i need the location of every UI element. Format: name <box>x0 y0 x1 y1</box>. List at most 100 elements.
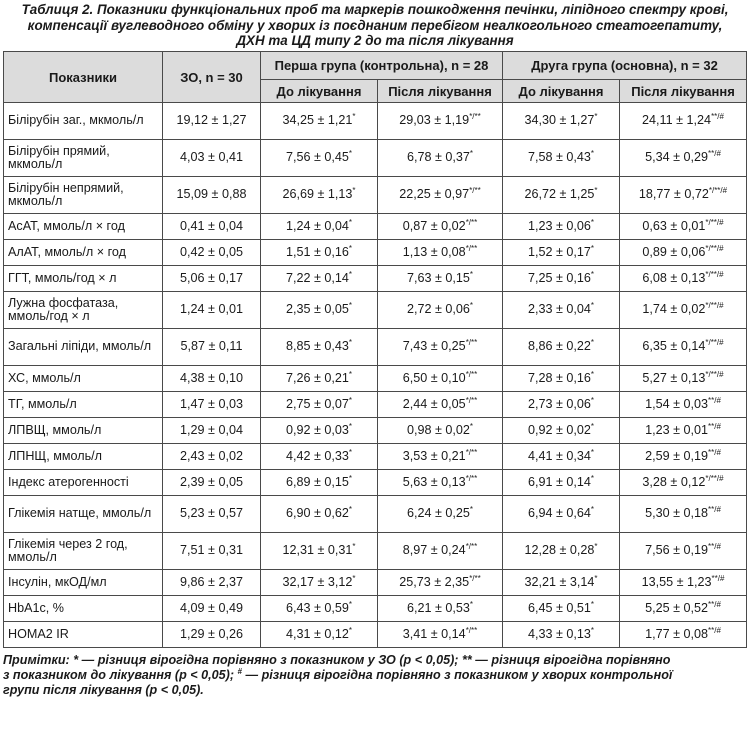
cell-g1-after: 8,97 ± 0,24*/** <box>376 532 504 570</box>
significance-marker: **/# <box>708 395 721 405</box>
table-row: ТГ, ммоль/л 1,47 ± 0,03 2,75 ± 0,07* 2,44 ±… <box>3 391 748 418</box>
significance-marker: * <box>348 369 353 379</box>
cell-g2-after: 1,77 ± 0,08**/# <box>619 621 748 648</box>
significance-marker: **/# <box>708 599 721 609</box>
significance-marker: * <box>348 269 353 279</box>
table-row: ГГТ, ммоль/год × л 5,06 ± 0,17 7,22 ± 0,14… <box>3 265 748 292</box>
cell-g1-before: 6,89 ± 0,15* <box>260 469 378 496</box>
table-row: ЛПНЩ, ммоль/л 2,43 ± 0,02 4,42 ± 0,33* 3,53… <box>3 443 748 470</box>
cell-value: 0,92 ± 0,02 <box>527 422 591 437</box>
table-row: ХС, ммоль/л 4,38 ± 0,10 7,26 ± 0,21* 6,50 ±… <box>3 365 748 392</box>
significance-marker: */**/# <box>705 369 724 379</box>
table-row: Загальні ліпіди, ммоль/л 5,87 ± 0,11 8,85 … <box>3 328 748 366</box>
row-indicator-name: ЛПНЩ, ммоль/л <box>3 443 163 470</box>
cell-zo: 2,43 ± 0,02 <box>162 443 261 470</box>
significance-marker: */** <box>469 186 481 196</box>
cell-zo: 0,41 ± 0,04 <box>162 213 261 240</box>
cell-value: 5,63 ± 0,13 <box>402 474 466 489</box>
row-indicator-name: ЛПВЩ, ммоль/л <box>3 417 163 444</box>
significance-marker: */** <box>465 395 478 405</box>
cell-value: 1,24 ± 0,04 <box>285 218 349 233</box>
cell-value: 5,34 ± 0,29 <box>645 150 709 165</box>
significance-marker: * <box>594 112 598 122</box>
cell-g2-after: 0,63 ± 0,01*/**/# <box>619 213 748 240</box>
table-row: Білірубін прямий, мкмоль/л 4,03 ± 0,41 7,5… <box>3 139 748 177</box>
cell-g1-after: 7,43 ± 0,25*/** <box>376 328 504 366</box>
cell-g2-before: 6,45 ± 0,51* <box>502 595 621 622</box>
header-group2: Друга група (основна), n = 32 <box>502 51 748 80</box>
significance-marker: */** <box>465 542 478 552</box>
significance-marker: * <box>590 625 595 635</box>
table-row: HbA1c, % 4,09 ± 0,49 6,43 ± 0,59* 6,21 ± 0,… <box>3 595 748 622</box>
significance-marker: * <box>590 421 595 431</box>
cell-value: 7,58 ± 0,43 <box>527 150 591 165</box>
row-indicator-name: Інсулін, мкОД/мл <box>3 569 163 596</box>
cell-value: 13,55 ± 1,23 <box>641 574 712 589</box>
cell-zo: 5,06 ± 0,17 <box>162 265 261 292</box>
cell-g1-before: 34,25 ± 1,21* <box>260 102 378 140</box>
significance-marker: */**/# <box>705 473 724 483</box>
significance-marker: */**/# <box>705 243 724 253</box>
header-zo: ЗО, n = 30 <box>162 51 261 103</box>
row-indicator-name: Загальні ліпіди, ммоль/л <box>3 328 163 366</box>
table-body: Білірубін заг., мкмоль/л 19,12 ± 1,27 34,2… <box>3 102 748 648</box>
cell-value: 1,52 ± 0,17 <box>527 244 591 259</box>
cell-g1-before: 2,75 ± 0,07* <box>260 391 378 418</box>
cell-value: 1,74 ± 0,02 <box>642 302 706 317</box>
cell-g2-after: 0,89 ± 0,06*/**/# <box>619 239 748 266</box>
cell-g1-after: 6,78 ± 0,37* <box>376 139 504 177</box>
cell-g1-before: 7,26 ± 0,21* <box>260 365 378 392</box>
cell-value: 0,87 ± 0,02 <box>402 218 466 233</box>
significance-marker: * <box>348 217 353 227</box>
cell-zo: 4,03 ± 0,41 <box>162 139 261 177</box>
significance-marker: * <box>348 338 353 348</box>
cell-value: 0,92 ± 0,03 <box>285 422 349 437</box>
cell-g1-after: 7,63 ± 0,15* <box>376 265 504 292</box>
cell-g2-before: 12,28 ± 0,28* <box>502 532 621 570</box>
header-group1-after: Після лікування <box>376 79 504 103</box>
table-row: ЛПВЩ, ммоль/л 1,29 ± 0,04 0,92 ± 0,03* 0,98… <box>3 417 748 444</box>
cell-g1-before: 12,31 ± 0,31* <box>260 532 378 570</box>
cell-g1-after: 0,87 ± 0,02*/** <box>376 213 504 240</box>
significance-marker: */** <box>465 447 478 457</box>
cell-value: 7,43 ± 0,25 <box>402 339 466 354</box>
cell-g1-after: 5,63 ± 0,13*/** <box>376 469 504 496</box>
cell-g1-before: 4,42 ± 0,33* <box>260 443 378 470</box>
cell-value: 32,17 ± 3,12 <box>282 574 353 589</box>
cell-g2-before: 6,94 ± 0,64* <box>502 495 621 533</box>
notes-hash-sup: # <box>237 666 242 676</box>
table-row: Білірубін заг., мкмоль/л 19,12 ± 1,27 34,2… <box>3 102 748 140</box>
cell-g1-after: 2,44 ± 0,05*/** <box>376 391 504 418</box>
cell-value: 22,25 ± 0,97 <box>399 187 470 202</box>
cell-g1-before: 7,56 ± 0,45* <box>260 139 378 177</box>
cell-value: 8,97 ± 0,24 <box>402 543 466 558</box>
significance-marker: * <box>352 573 356 583</box>
cell-g1-after: 29,03 ± 1,19*/** <box>376 102 504 140</box>
row-indicator-name: Білірубін заг., мкмоль/л <box>3 102 163 140</box>
cell-g1-after: 0,98 ± 0,02* <box>376 417 504 444</box>
cell-g2-before: 2,33 ± 0,04* <box>502 291 621 329</box>
notes-line: групи після лікування (р < 0,05). <box>3 683 204 697</box>
table-title: Таблиця 2. Показники функціональних проб… <box>0 0 750 51</box>
significance-marker: */** <box>465 243 478 253</box>
cell-value: 6,35 ± 0,14 <box>642 339 706 354</box>
cell-g2-after: 24,11 ± 1,24**/# <box>619 102 748 140</box>
table-row: Глікемія натще, ммоль/л 5,23 ± 0,57 6,90 ±… <box>3 495 748 533</box>
cell-value: 25,73 ± 2,35 <box>399 574 470 589</box>
cell-g1-after: 6,50 ± 0,10*/** <box>376 365 504 392</box>
significance-marker: **/# <box>708 149 721 159</box>
cell-value: 1,23 ± 0,01 <box>645 422 709 437</box>
significance-marker: * <box>590 599 595 609</box>
significance-marker: * <box>590 149 595 159</box>
significance-marker: */** <box>465 369 478 379</box>
cell-value: 1,51 ± 0,16 <box>285 244 349 259</box>
cell-value: 6,94 ± 0,64 <box>527 506 591 521</box>
cell-value: 34,25 ± 1,21 <box>282 113 353 128</box>
significance-marker: */**/# <box>708 186 728 196</box>
cell-g2-before: 6,91 ± 0,14* <box>502 469 621 496</box>
cell-g2-before: 7,58 ± 0,43* <box>502 139 621 177</box>
cell-value: 0,63 ± 0,01 <box>642 218 706 233</box>
significance-marker: * <box>469 505 474 515</box>
significance-marker: * <box>469 149 474 159</box>
significance-marker: * <box>590 447 595 457</box>
